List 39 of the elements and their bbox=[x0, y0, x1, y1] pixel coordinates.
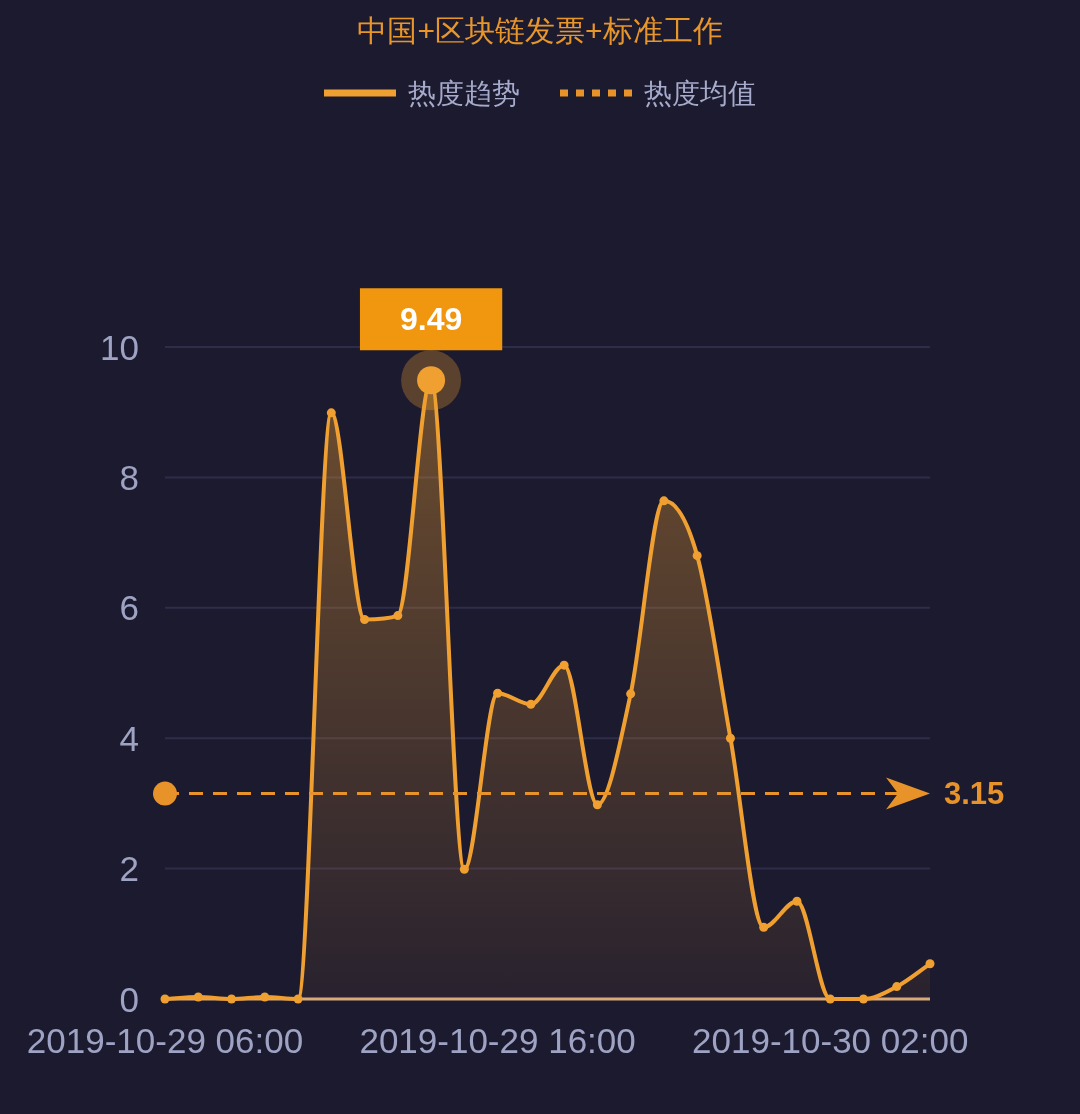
point bbox=[193, 992, 203, 1002]
legend-label: 热度趋势 bbox=[408, 77, 520, 109]
x-tick-label: 2019-10-29 16:00 bbox=[359, 1020, 636, 1060]
point bbox=[326, 408, 336, 418]
legend-label: 热度均值 bbox=[644, 77, 756, 109]
point bbox=[493, 688, 503, 698]
x-tick-label: 2019-10-30 02:00 bbox=[692, 1020, 969, 1060]
y-tick-label: 6 bbox=[119, 588, 139, 628]
x-tick-label: 2019-10-29 06:00 bbox=[26, 1020, 304, 1060]
data-label-box: 9.49 bbox=[359, 288, 503, 351]
point bbox=[659, 496, 669, 506]
point bbox=[725, 733, 735, 743]
point bbox=[293, 994, 303, 1004]
point bbox=[792, 896, 802, 906]
point bbox=[559, 660, 569, 670]
point bbox=[825, 994, 835, 1004]
chart-title: 中国+区块链发票+标准工作 bbox=[357, 13, 723, 47]
point bbox=[626, 689, 636, 699]
point bbox=[360, 615, 370, 625]
point bbox=[592, 800, 602, 810]
data-label: 3.15 bbox=[944, 776, 1005, 812]
data-label: 9.49 bbox=[399, 301, 463, 338]
y-tick-label: 2 bbox=[119, 849, 139, 889]
y-tick-label: 10 bbox=[100, 327, 139, 367]
point bbox=[160, 994, 170, 1004]
point bbox=[526, 699, 536, 709]
point bbox=[393, 611, 403, 621]
point bbox=[892, 982, 902, 992]
point bbox=[692, 551, 702, 561]
y-tick-label: 4 bbox=[119, 718, 139, 758]
point bbox=[459, 864, 469, 874]
point bbox=[227, 994, 237, 1004]
point bbox=[858, 994, 868, 1004]
point bbox=[759, 922, 769, 932]
point bbox=[925, 959, 935, 969]
point bbox=[260, 992, 270, 1002]
point bbox=[153, 781, 177, 806]
y-tick-label: 8 bbox=[119, 457, 139, 497]
y-tick-label: 0 bbox=[119, 979, 139, 1019]
